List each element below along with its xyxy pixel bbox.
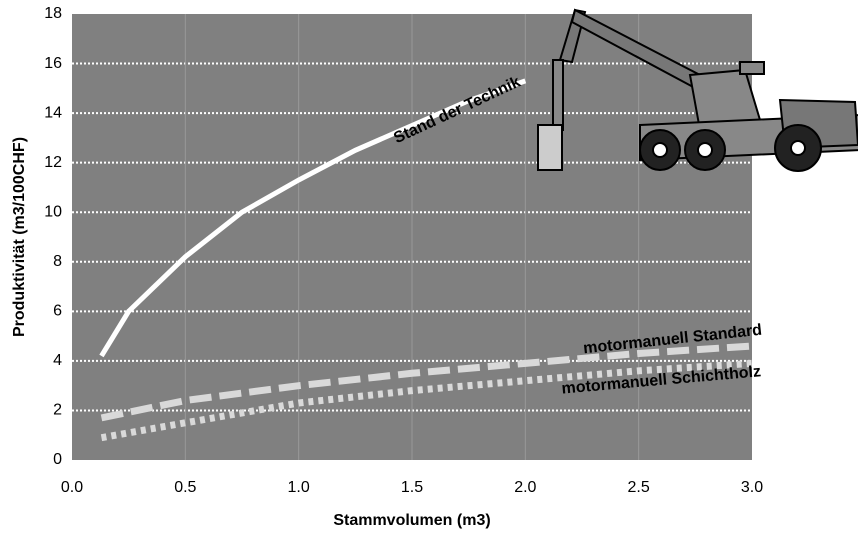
chart: Stammvolumen (m3) Produktivität (m3/100C… [0, 0, 858, 538]
y-tick-label: 16 [44, 55, 62, 72]
x-tick-label: 2.0 [514, 479, 536, 496]
y-tick-label: 10 [44, 203, 62, 220]
y-tick-label: 12 [44, 154, 62, 171]
y-tick-label: 6 [53, 303, 62, 320]
x-tick-label: 0.0 [61, 479, 83, 496]
y-tick-label: 14 [44, 104, 62, 121]
x-tick-label: 3.0 [741, 479, 763, 496]
x-tick-label: 1.0 [288, 479, 310, 496]
x-tick-label: 1.5 [401, 479, 423, 496]
x-tick-label: 2.5 [628, 479, 650, 496]
x-axis-title: Stammvolumen (m3) [333, 512, 490, 529]
y-tick-label: 8 [53, 253, 62, 270]
y-tick-label: 4 [53, 352, 62, 369]
y-tick-label: 18 [44, 5, 62, 22]
y-tick-label: 2 [53, 402, 62, 419]
y-tick-label: 0 [53, 451, 62, 468]
x-tick-label: 0.5 [174, 479, 196, 496]
y-axis-title: Produktivität (m3/100CHF) [11, 137, 28, 337]
